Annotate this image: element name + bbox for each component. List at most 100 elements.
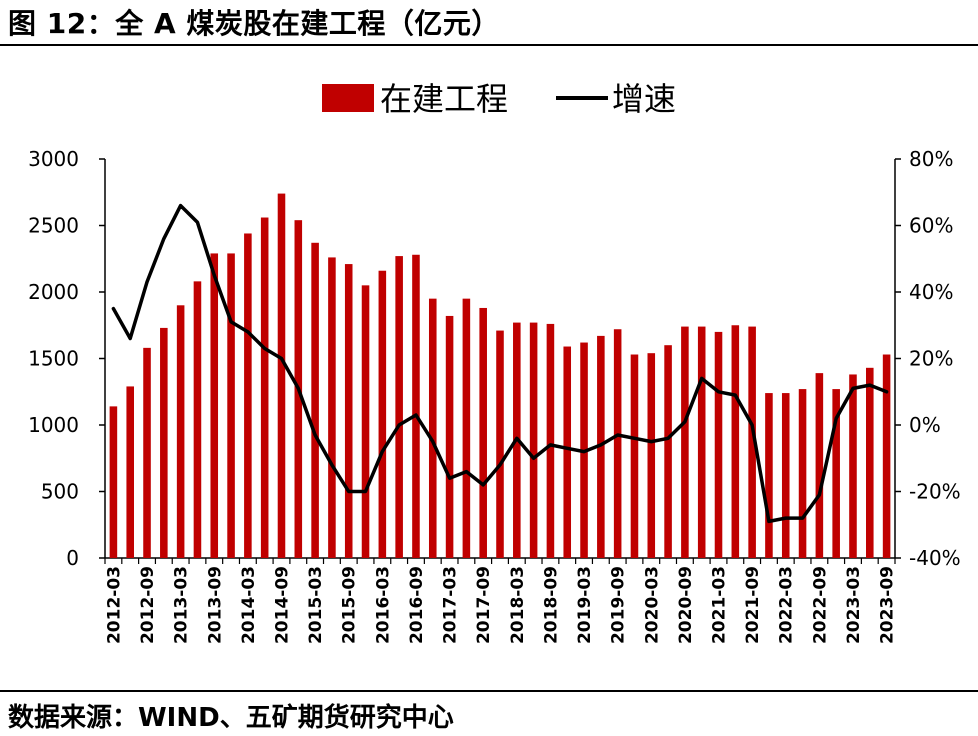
bar-2018-06 [529, 322, 538, 558]
growth-point-2018-09 [549, 444, 551, 446]
x-tick-label: 2018-09 [541, 566, 561, 644]
growth-point-2014-06 [264, 348, 266, 350]
bar-2013-09 [210, 253, 219, 558]
x-tick-label: 2023-03 [844, 566, 864, 644]
bar-2015-12 [361, 285, 370, 558]
growth-point-2017-09 [482, 484, 484, 486]
bar-2017-12 [496, 330, 504, 558]
x-tick-label: 2022-09 [810, 566, 830, 644]
bar-2023-09 [882, 354, 891, 558]
growth-point-2017-06 [465, 471, 467, 473]
growth-point-2023-09 [886, 391, 888, 393]
growth-point-2018-06 [533, 457, 535, 459]
bar-2013-12 [227, 253, 235, 558]
y-left-tick-label: 0 [66, 546, 79, 570]
growth-point-2020-06 [667, 437, 669, 439]
growth-point-2016-09 [415, 414, 417, 416]
x-tick-label: 2013-03 [172, 566, 192, 644]
x-tick-label: 2023-09 [878, 566, 898, 644]
legend-label-line: 增速 [612, 80, 676, 118]
x-tick-label: 2016-03 [373, 566, 393, 644]
bar-2015-06 [328, 257, 336, 558]
bar-2017-09 [479, 307, 487, 558]
growth-point-2017-03 [449, 477, 451, 479]
combo-chart: 在建工程 增速 050010001500200025003000-40%-20%0… [28, 80, 961, 644]
bar-2019-09 [613, 329, 622, 558]
growth-point-2014-03 [247, 331, 249, 333]
growth-point-2015-03 [314, 434, 316, 436]
bar-2018-09 [546, 323, 555, 558]
bar-2016-06 [395, 256, 403, 558]
y-right-tick-label: 0% [909, 413, 941, 437]
bar-2012-09 [143, 347, 151, 558]
bar-2018-12 [563, 346, 572, 558]
bar-2013-06 [193, 281, 202, 558]
growth-point-2020-03 [650, 441, 652, 443]
growth-point-2016-03 [381, 451, 383, 453]
growth-point-2018-03 [516, 437, 518, 439]
bar-series [109, 193, 891, 559]
growth-point-2014-09 [280, 358, 282, 359]
growth-point-2015-09 [348, 491, 350, 492]
legend-swatch-bar [322, 84, 374, 112]
growth-point-2018-12 [566, 447, 568, 449]
bar-2016-09 [412, 254, 420, 558]
x-tick-label: 2018-03 [508, 566, 528, 644]
growth-point-2021-09 [751, 424, 753, 426]
bar-2019-12 [630, 354, 639, 558]
bar-2021-06 [731, 325, 740, 558]
y-left-tick-label: 2000 [28, 280, 79, 304]
growth-point-2020-09 [684, 421, 686, 423]
y-right-tick-label: 60% [909, 214, 953, 238]
bar-2023-06 [866, 367, 874, 558]
legend-label-bar: 在建工程 [380, 80, 508, 118]
growth-point-2022-03 [785, 517, 787, 519]
growth-point-2023-06 [869, 384, 871, 386]
x-tick-label: 2014-09 [272, 566, 292, 644]
x-tick-label: 2021-03 [710, 566, 730, 644]
bottom-rule [0, 690, 978, 692]
bar-2012-12 [160, 327, 168, 558]
x-tick-label: 2012-09 [138, 566, 158, 644]
x-tick-label: 2017-09 [474, 566, 494, 644]
x-tick-label: 2014-03 [239, 566, 259, 644]
growth-point-2012-06 [129, 338, 131, 340]
x-tick-label: 2015-03 [306, 566, 326, 644]
y-right-tick-label: -20% [909, 480, 961, 504]
bar-2012-03 [109, 406, 118, 558]
growth-point-2023-03 [852, 387, 854, 389]
bar-2014-03 [244, 233, 252, 559]
y-left-tick-label: 2500 [28, 214, 79, 238]
source-note: 数据来源：WIND、五矿期货研究中心 [8, 703, 454, 733]
bar-2020-06 [664, 345, 672, 558]
bar-2020-12 [697, 326, 706, 558]
growth-point-2015-12 [365, 491, 367, 492]
bar-2022-12 [832, 389, 840, 558]
chart-legend: 在建工程 增速 [322, 80, 676, 118]
growth-point-2014-12 [297, 387, 299, 389]
bar-2014-09 [277, 193, 286, 558]
growth-point-2013-06 [196, 221, 198, 223]
top-rule [0, 44, 978, 46]
bar-2015-03 [311, 242, 319, 559]
x-tick-label: 2016-09 [407, 566, 427, 644]
growth-point-2012-12 [163, 238, 165, 240]
bar-2021-09 [748, 326, 756, 558]
bar-2013-03 [176, 305, 185, 558]
y-right-tick-label: 20% [909, 347, 953, 371]
growth-point-2015-06 [331, 464, 333, 466]
figure-title: 图 12：全 A 煤炭股在建工程（亿元） [8, 7, 500, 40]
growth-point-2013-12 [230, 321, 232, 323]
y-left-tick-label: 3000 [28, 147, 79, 171]
chart-axes: 0 500 1000 1500 2000 2500 3000 -40% -20% 0% 20% 40%… [28, 147, 961, 644]
bar-2020-03 [647, 353, 656, 558]
bar-2021-03 [714, 331, 723, 558]
bar-2012-06 [126, 386, 134, 558]
bar-2014-06 [260, 217, 269, 558]
x-tick-label: 2020-09 [676, 566, 696, 644]
growth-point-2013-09 [213, 274, 215, 276]
bar-2019-06 [597, 335, 605, 558]
growth-point-2021-03 [718, 391, 720, 393]
bar-2022-03 [781, 393, 790, 558]
bar-2017-06 [462, 298, 471, 558]
